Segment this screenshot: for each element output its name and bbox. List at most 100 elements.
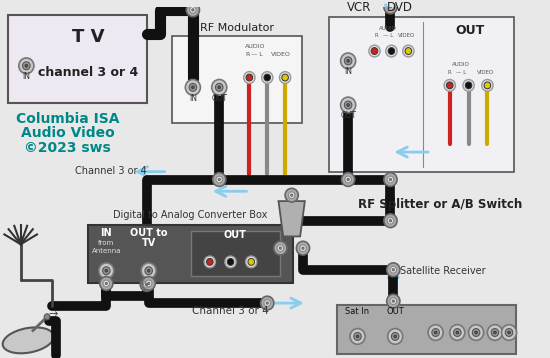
Text: OUT: OUT [456,24,485,37]
Text: OUT: OUT [224,230,246,240]
Circle shape [274,241,287,255]
Text: IN: IN [189,94,197,103]
Circle shape [356,335,359,338]
Circle shape [296,241,310,255]
Circle shape [387,294,400,308]
Circle shape [261,296,274,310]
Circle shape [387,217,394,224]
Circle shape [225,256,236,268]
Bar [172,37,302,123]
Circle shape [350,329,365,344]
Circle shape [279,247,282,249]
Circle shape [44,314,50,320]
Circle shape [288,192,295,199]
Text: R: R [448,69,452,74]
Text: R: R [245,52,250,57]
Circle shape [354,333,361,340]
Circle shape [103,280,109,287]
Circle shape [302,247,304,249]
Circle shape [387,263,400,277]
Circle shape [444,79,455,91]
Text: VIDEO: VIDEO [398,33,415,38]
Circle shape [392,333,399,340]
Text: Audio Video: Audio Video [21,126,114,140]
Circle shape [482,79,493,91]
Circle shape [487,325,503,340]
Circle shape [493,331,496,334]
Circle shape [216,83,223,91]
Circle shape [145,280,152,287]
Text: AUDIO: AUDIO [379,26,397,32]
Text: Digital to Analog Converter Box: Digital to Analog Converter Box [113,210,267,220]
Circle shape [218,178,221,181]
Circle shape [392,300,394,302]
Circle shape [146,283,148,286]
Circle shape [246,74,252,81]
Text: from: from [98,240,114,246]
Text: TV: TV [141,238,156,248]
Circle shape [344,57,352,65]
Circle shape [189,83,197,91]
Circle shape [147,269,150,272]
Circle shape [405,48,411,54]
Text: — L: — L [251,52,263,57]
Text: VIDEO: VIDEO [271,52,290,57]
Text: IN: IN [344,67,352,76]
Ellipse shape [3,328,54,353]
Circle shape [469,325,483,340]
Text: IN: IN [23,72,30,81]
Circle shape [102,267,110,275]
Text: — L: — L [383,33,393,38]
Circle shape [105,282,107,285]
Circle shape [386,45,397,57]
Circle shape [447,82,453,89]
Polygon shape [278,201,305,236]
Circle shape [384,0,397,14]
Circle shape [282,74,288,81]
Circle shape [454,329,461,337]
Text: DVD: DVD [387,1,413,14]
Circle shape [502,325,516,340]
Text: OUT: OUT [211,94,227,103]
Circle shape [450,325,465,340]
Circle shape [472,329,480,337]
Text: AUDIO: AUDIO [245,44,265,49]
Text: channel 3 or 4: channel 3 or 4 [39,66,139,78]
Circle shape [185,79,200,95]
Circle shape [144,281,150,288]
Circle shape [394,335,397,338]
Circle shape [100,277,113,290]
Text: VIDEO: VIDEO [477,69,494,74]
Circle shape [387,4,394,10]
Circle shape [190,6,196,13]
Circle shape [346,103,350,106]
Circle shape [264,300,271,306]
Text: →: → [48,309,57,319]
Circle shape [290,194,293,197]
Circle shape [347,178,349,181]
Circle shape [218,86,221,89]
Text: — L: — L [456,69,466,74]
Circle shape [340,97,356,113]
Circle shape [213,173,226,187]
Circle shape [344,101,352,109]
Text: RF Splitter or A/B Switch: RF Splitter or A/B Switch [358,198,522,211]
Circle shape [434,331,437,334]
Circle shape [227,258,234,265]
Bar [87,224,293,284]
Text: Satellite Receiver: Satellite Receiver [400,266,486,276]
Circle shape [191,86,194,89]
Circle shape [505,329,513,337]
Circle shape [207,258,213,265]
Circle shape [140,277,153,291]
Circle shape [244,72,255,83]
Text: RF Modulator: RF Modulator [200,23,274,33]
Circle shape [387,176,394,183]
Circle shape [390,266,397,273]
Circle shape [279,72,291,83]
Text: OUT: OUT [340,111,356,120]
Circle shape [389,219,392,222]
Circle shape [25,64,28,67]
Circle shape [248,258,255,265]
Circle shape [456,331,459,334]
